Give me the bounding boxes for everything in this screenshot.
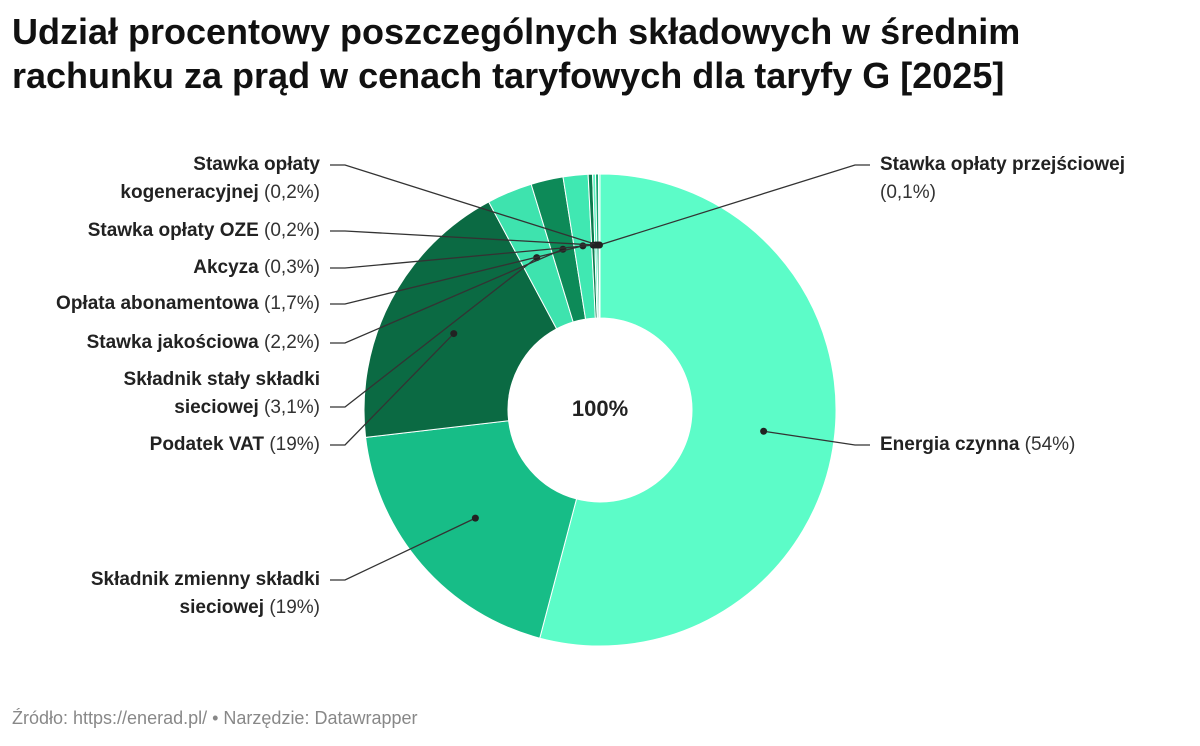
segment-label: Opłata abonamentowa (1,7%) [0,290,320,318]
segment-label: Stawka opłaty OZE (0,2%) [20,217,320,245]
segment-value: (3,1%) [264,397,320,418]
leader-line [330,244,594,269]
segment-name: Energia czynna [880,434,1020,455]
leader-line [330,257,538,408]
segment-label: Stawka opłaty przejściowej (0,1%) [880,151,1180,207]
segment-name: Opłata abonamentowa [56,293,259,314]
leader-dot [471,514,479,522]
segment-name: Akcyza [193,257,259,278]
chart-title: Udział procentowy poszczególnych składow… [12,11,1021,96]
segment-name: Stawka jakościowa [86,332,259,353]
leader-line [330,164,599,246]
leader-dot [595,241,603,249]
donut-segment [363,201,558,438]
segment-label: Składnik stały składki sieciowej (3,1%) [70,366,320,422]
segment-name: Podatek VAT [149,434,265,455]
segment-label: Stawka jakościowa (2,2%) [20,329,320,357]
segment-name: Składnik stały składki sieciowej [123,369,320,418]
segment-label: Energia czynna (54%) [880,431,1200,459]
segment-value: (54%) [1024,434,1076,455]
segment-label: Akcyza (0,3%) [20,254,320,282]
segment-value: (0,2%) [264,220,320,241]
center-label: 100% [572,396,628,421]
leader-dot [760,427,768,435]
leader-line [599,164,870,246]
leader-dot [450,330,458,338]
segment-name: Składnik zmienny składki sieciowej [90,569,320,618]
source: Źródło: https://enerad.pl/ • Narzędzie: … [12,708,418,728]
segment-value: (0,3%) [264,257,320,278]
leader-line [330,230,596,246]
leader-line [330,245,584,305]
leader-line [330,248,564,344]
segment-value: (0,2%) [264,182,320,203]
segment-name: Stawka opłaty kogeneracyjnej [120,154,320,203]
segment-label: Podatek VAT (19%) [20,431,320,459]
segment-value: (1,7%) [264,293,320,314]
leader-line [330,333,455,446]
segment-value: (2,2%) [264,332,320,353]
segment-label: Stawka opłaty kogeneracyjnej (0,2%) [100,151,320,207]
segment-name: Stawka opłaty przejściowej [880,154,1125,175]
segment-value: (19%) [269,434,320,455]
donut-segment [365,420,578,639]
segment-name: Stawka opłaty OZE [87,220,259,241]
donut-segment [539,173,837,647]
leader-line [763,430,870,446]
leader-line [330,517,476,581]
segment-label: Składnik zmienny składki sieciowej (19%) [40,566,320,622]
segment-value: (19%) [269,597,320,618]
segment-value: (0,1%) [880,182,936,203]
